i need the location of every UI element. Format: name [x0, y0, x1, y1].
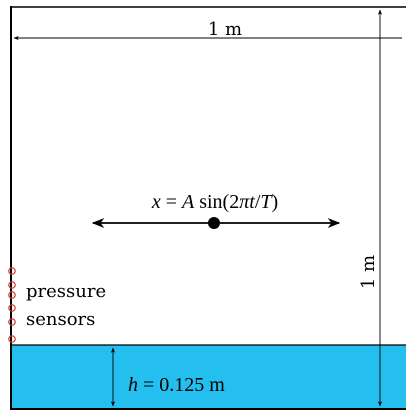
- motion-center-dot: [208, 217, 220, 229]
- pressure-sensor: [8, 281, 16, 289]
- pressure-sensor: [8, 304, 16, 312]
- depth-label: h = 0.125 m: [128, 374, 225, 396]
- water-layer: [11, 345, 406, 409]
- pressure-sensors: [8, 267, 16, 343]
- sensor-label-line2: sensors: [26, 309, 95, 330]
- pressure-sensor: [8, 267, 16, 275]
- sensor-label-line1: pressure: [26, 281, 106, 302]
- width-label: 1 m: [208, 19, 242, 40]
- pressure-sensor: [8, 335, 16, 343]
- height-label: 1 m: [358, 255, 379, 289]
- pressure-sensor: [8, 318, 16, 326]
- motion-equation: x = A sin(2πt/T): [151, 191, 278, 213]
- pressure-sensor: [8, 291, 16, 299]
